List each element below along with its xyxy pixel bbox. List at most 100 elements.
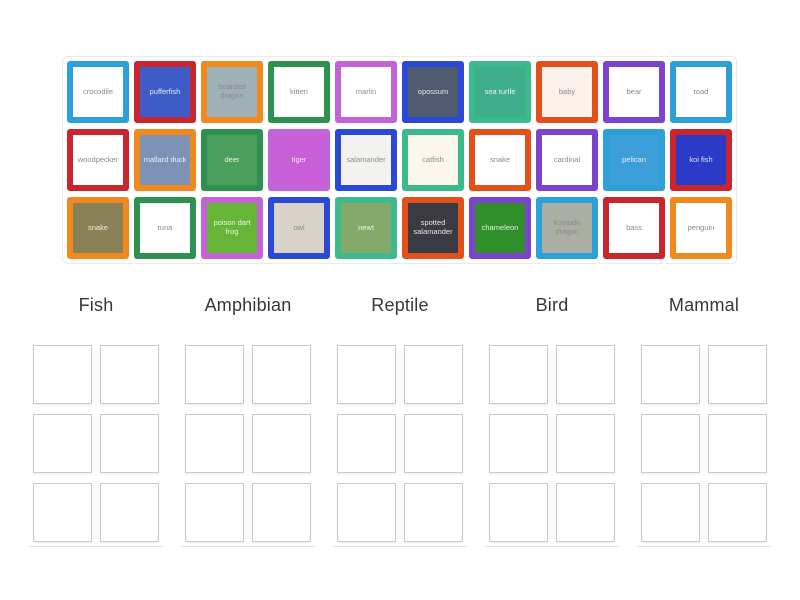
drop-slot[interactable]	[556, 414, 615, 473]
tile-newt[interactable]: newt	[335, 197, 397, 259]
tile-animal-label: spotted salamander	[413, 218, 453, 236]
drop-zone-reptile	[333, 345, 467, 547]
drop-slot[interactable]	[185, 414, 244, 473]
group-amphibian: Amphibian	[172, 292, 324, 547]
tile-bear[interactable]: bear	[603, 61, 665, 123]
drop-zone-mammal	[637, 345, 771, 547]
tile-crocodile[interactable]: crocodile	[67, 61, 129, 123]
drop-slot[interactable]	[252, 345, 311, 404]
drop-slot[interactable]	[33, 414, 92, 473]
drop-slot[interactable]	[33, 483, 92, 542]
tile-animal-label: poison dart frog	[213, 218, 251, 236]
drop-slot[interactable]	[708, 414, 767, 473]
drop-slot[interactable]	[641, 414, 700, 473]
drop-slot[interactable]	[641, 483, 700, 542]
drop-slot[interactable]	[708, 483, 767, 542]
drop-slot[interactable]	[337, 414, 396, 473]
tile-animal-label: mallard duck	[143, 154, 187, 164]
tile-pufferfish[interactable]: pufferfish	[134, 61, 196, 123]
tile-mallard-duck[interactable]: mallard duck	[134, 129, 196, 191]
drop-slot[interactable]	[489, 414, 548, 473]
group-label-amphibian: Amphibian	[204, 295, 292, 315]
tile-animal-label: tiger	[291, 154, 307, 164]
tile-animal-label: kitten	[290, 86, 308, 96]
drop-slot[interactable]	[641, 345, 700, 404]
komodo-dragon-photo: komodo dragon	[542, 203, 592, 253]
tile-animal-label: toad	[693, 86, 709, 96]
tile-koi-fish[interactable]: koi fish	[670, 129, 732, 191]
tile-animal-label: komodo dragon	[553, 218, 581, 236]
tile-tray: crocodile pufferfish bearded dragon kitten m…	[62, 56, 737, 264]
drop-slot[interactable]	[185, 483, 244, 542]
tile-toad[interactable]: toad	[670, 61, 732, 123]
tile-tuna[interactable]: tuna	[134, 197, 196, 259]
tile-cardinal[interactable]: cardinal	[536, 129, 598, 191]
drop-slot[interactable]	[100, 483, 159, 542]
drop-slot[interactable]	[185, 345, 244, 404]
catfish-photo: catfish	[408, 135, 458, 185]
tile-animal-label: snake	[87, 222, 108, 232]
tile-salamander[interactable]: salamander	[335, 129, 397, 191]
tile-animal-label: marlin	[355, 86, 377, 96]
tile-snake[interactable]: snake	[469, 129, 531, 191]
cardinal-photo: cardinal	[542, 135, 592, 185]
tile-woodpecker[interactable]: woodpecker	[67, 129, 129, 191]
tile-tiger[interactable]: tiger	[268, 129, 330, 191]
tile-catfish[interactable]: catfish	[402, 129, 464, 191]
drop-slot[interactable]	[708, 345, 767, 404]
drop-slot[interactable]	[556, 483, 615, 542]
tile-animal-label: sea turtle	[484, 86, 516, 96]
group-mammal: Mammal	[628, 292, 780, 547]
group-label-reptile: Reptile	[371, 295, 429, 315]
drop-zone-amphibian	[181, 345, 315, 547]
group-label-bird: Bird	[535, 295, 569, 315]
tile-animal-label: newt	[358, 222, 374, 232]
tile-snake[interactable]: snake	[67, 197, 129, 259]
drop-slot[interactable]	[100, 414, 159, 473]
tile-kitten[interactable]: kitten	[268, 61, 330, 123]
bass-photo: bass	[609, 203, 659, 253]
drop-slot[interactable]	[404, 345, 463, 404]
mallard-duck-photo: mallard duck	[140, 135, 190, 185]
sea-turtle-photo: sea turtle	[475, 67, 525, 117]
tile-animal-label: pelican	[622, 154, 646, 164]
tile-animal-label: snake	[489, 154, 510, 164]
chameleon-photo: chameleon	[475, 203, 525, 253]
drop-slot[interactable]	[489, 345, 548, 404]
tile-animal-label: crocodile	[82, 86, 113, 96]
drop-slot[interactable]	[100, 345, 159, 404]
koi-fish-photo: koi fish	[676, 135, 726, 185]
tile-sea-turtle[interactable]: sea turtle	[469, 61, 531, 123]
tile-animal-label: bearded dragon	[218, 82, 246, 100]
tile-opossum[interactable]: opossum	[402, 61, 464, 123]
drop-slot[interactable]	[252, 414, 311, 473]
drop-slot[interactable]	[404, 483, 463, 542]
tile-spotted-salamander[interactable]: spotted salamander	[402, 197, 464, 259]
tile-animal-label: pufferfish	[149, 86, 181, 96]
penguin-photo: penguin	[676, 203, 726, 253]
tile-bearded-dragon[interactable]: bearded dragon	[201, 61, 263, 123]
drop-slot[interactable]	[489, 483, 548, 542]
tile-marlin[interactable]: marlin	[335, 61, 397, 123]
snake-photo: snake	[475, 135, 525, 185]
group-label-mammal: Mammal	[668, 295, 740, 315]
tile-poison-dart-frog[interactable]: poison dart frog	[201, 197, 263, 259]
tile-bass[interactable]: bass	[603, 197, 665, 259]
tile-animal-label: cardinal	[553, 154, 581, 164]
bear-photo: bear	[609, 67, 659, 117]
tile-penguin[interactable]: penguin	[670, 197, 732, 259]
tile-komodo-dragon[interactable]: komodo dragon	[536, 197, 598, 259]
drop-slot[interactable]	[337, 483, 396, 542]
tile-deer[interactable]: deer	[201, 129, 263, 191]
tile-animal-label: deer	[224, 154, 240, 164]
drop-slot[interactable]	[556, 345, 615, 404]
drop-slot[interactable]	[337, 345, 396, 404]
tile-baby[interactable]: baby	[536, 61, 598, 123]
tile-pelican[interactable]: pelican	[603, 129, 665, 191]
tile-chameleon[interactable]: chameleon	[469, 197, 531, 259]
drop-slot[interactable]	[33, 345, 92, 404]
drop-slot[interactable]	[252, 483, 311, 542]
drop-slot[interactable]	[404, 414, 463, 473]
tile-owl[interactable]: owl	[268, 197, 330, 259]
